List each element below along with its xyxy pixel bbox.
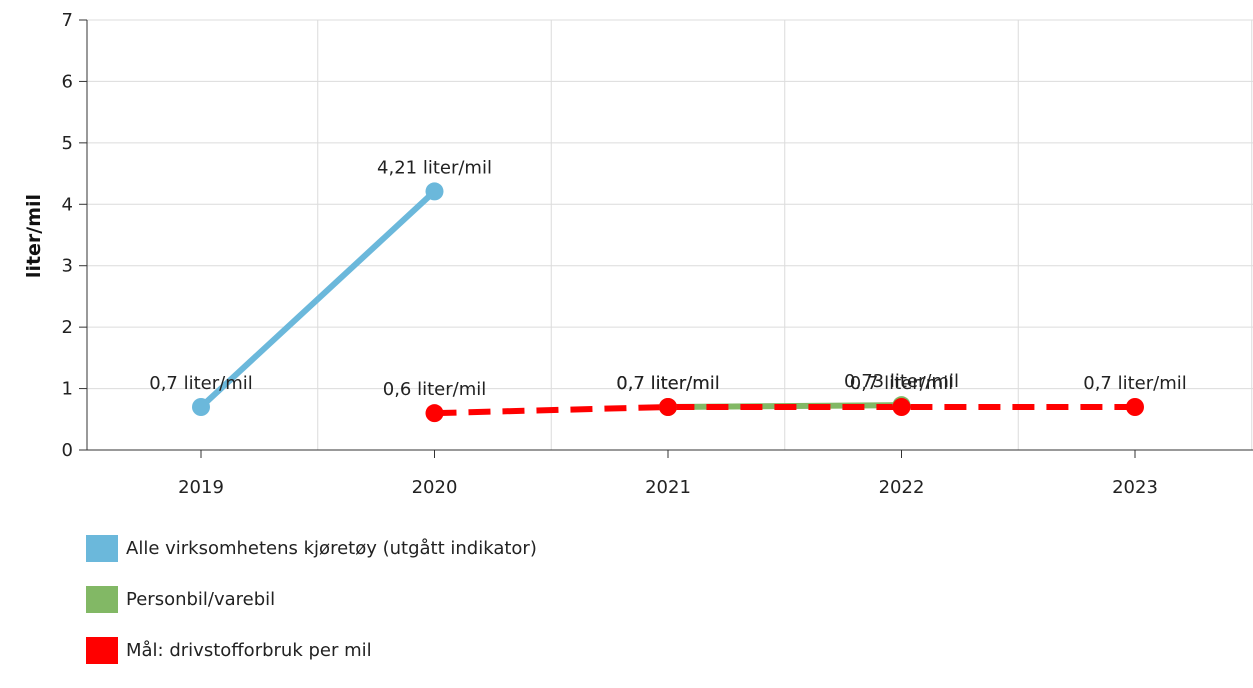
y-tick-label: 5 [62, 133, 73, 154]
data-label: 0,7 liter/mil [616, 373, 719, 394]
data-label: 0,7 liter/mil [149, 373, 252, 394]
y-tick-label: 6 [62, 71, 73, 92]
data-label: 0,7 liter/mil [850, 373, 953, 394]
data-label: 0,73 liter/mil [844, 371, 959, 392]
x-tick-label: 2021 [645, 477, 691, 498]
x-tick-label: 2019 [178, 477, 224, 498]
legend-swatch [86, 637, 118, 664]
axes: 0 1 2 3 4 5 6 7 2019 2020 2021 2022 2023 [62, 10, 1253, 498]
data-label: 0,7 liter/mil [616, 373, 719, 394]
data-point [425, 404, 444, 423]
x-tick-label: 2020 [412, 477, 458, 498]
y-tick-label: 4 [62, 194, 73, 215]
data-point [892, 398, 911, 416]
line-chart: 0 1 2 3 4 5 6 7 2019 2020 2021 2022 2023 0,7 liter/m… [23, 10, 1253, 498]
data-label: 0,7 liter/mil [1083, 373, 1186, 394]
y-tick-label: 3 [62, 256, 73, 277]
series-layer [192, 182, 1144, 423]
x-tick-label: 2022 [879, 477, 925, 498]
data-point [425, 182, 444, 201]
data-labels: 0,7 liter/mil 4,21 liter/mil 0,7 liter/mil… [149, 157, 1186, 400]
y-tick-label: 2 [62, 317, 73, 338]
data-label: 4,21 liter/mil [377, 157, 492, 178]
legend-swatch [86, 535, 118, 562]
y-tick-label: 1 [62, 379, 73, 400]
legend-swatch [86, 586, 118, 613]
legend-label: Personbil/varebil [126, 589, 276, 610]
legend-item[interactable]: Mål: drivstofforbruk per mil [86, 637, 537, 664]
x-tick-label: 2023 [1112, 477, 1158, 498]
grid [87, 19, 1253, 450]
y-tick-label: 7 [62, 10, 73, 31]
data-label: 0,6 liter/mil [383, 379, 486, 400]
legend-item[interactable]: Personbil/varebil [86, 586, 537, 613]
data-point [659, 398, 677, 416]
series-line-2 [434, 404, 1135, 417]
data-point [192, 398, 210, 416]
legend-label: Alle virksomhetens kjøretøy (utgått indi… [126, 538, 537, 559]
y-tick-label: 0 [62, 440, 73, 461]
data-point [1126, 398, 1144, 416]
y-axis-label: liter/mil [23, 194, 45, 278]
series-line-0 [198, 189, 437, 410]
legend-label: Mål: drivstofforbruk per mil [126, 640, 372, 661]
legend: Alle virksomhetens kjøretøy (utgått indi… [86, 535, 537, 688]
legend-item[interactable]: Alle virksomhetens kjøretøy (utgått indi… [86, 535, 537, 562]
